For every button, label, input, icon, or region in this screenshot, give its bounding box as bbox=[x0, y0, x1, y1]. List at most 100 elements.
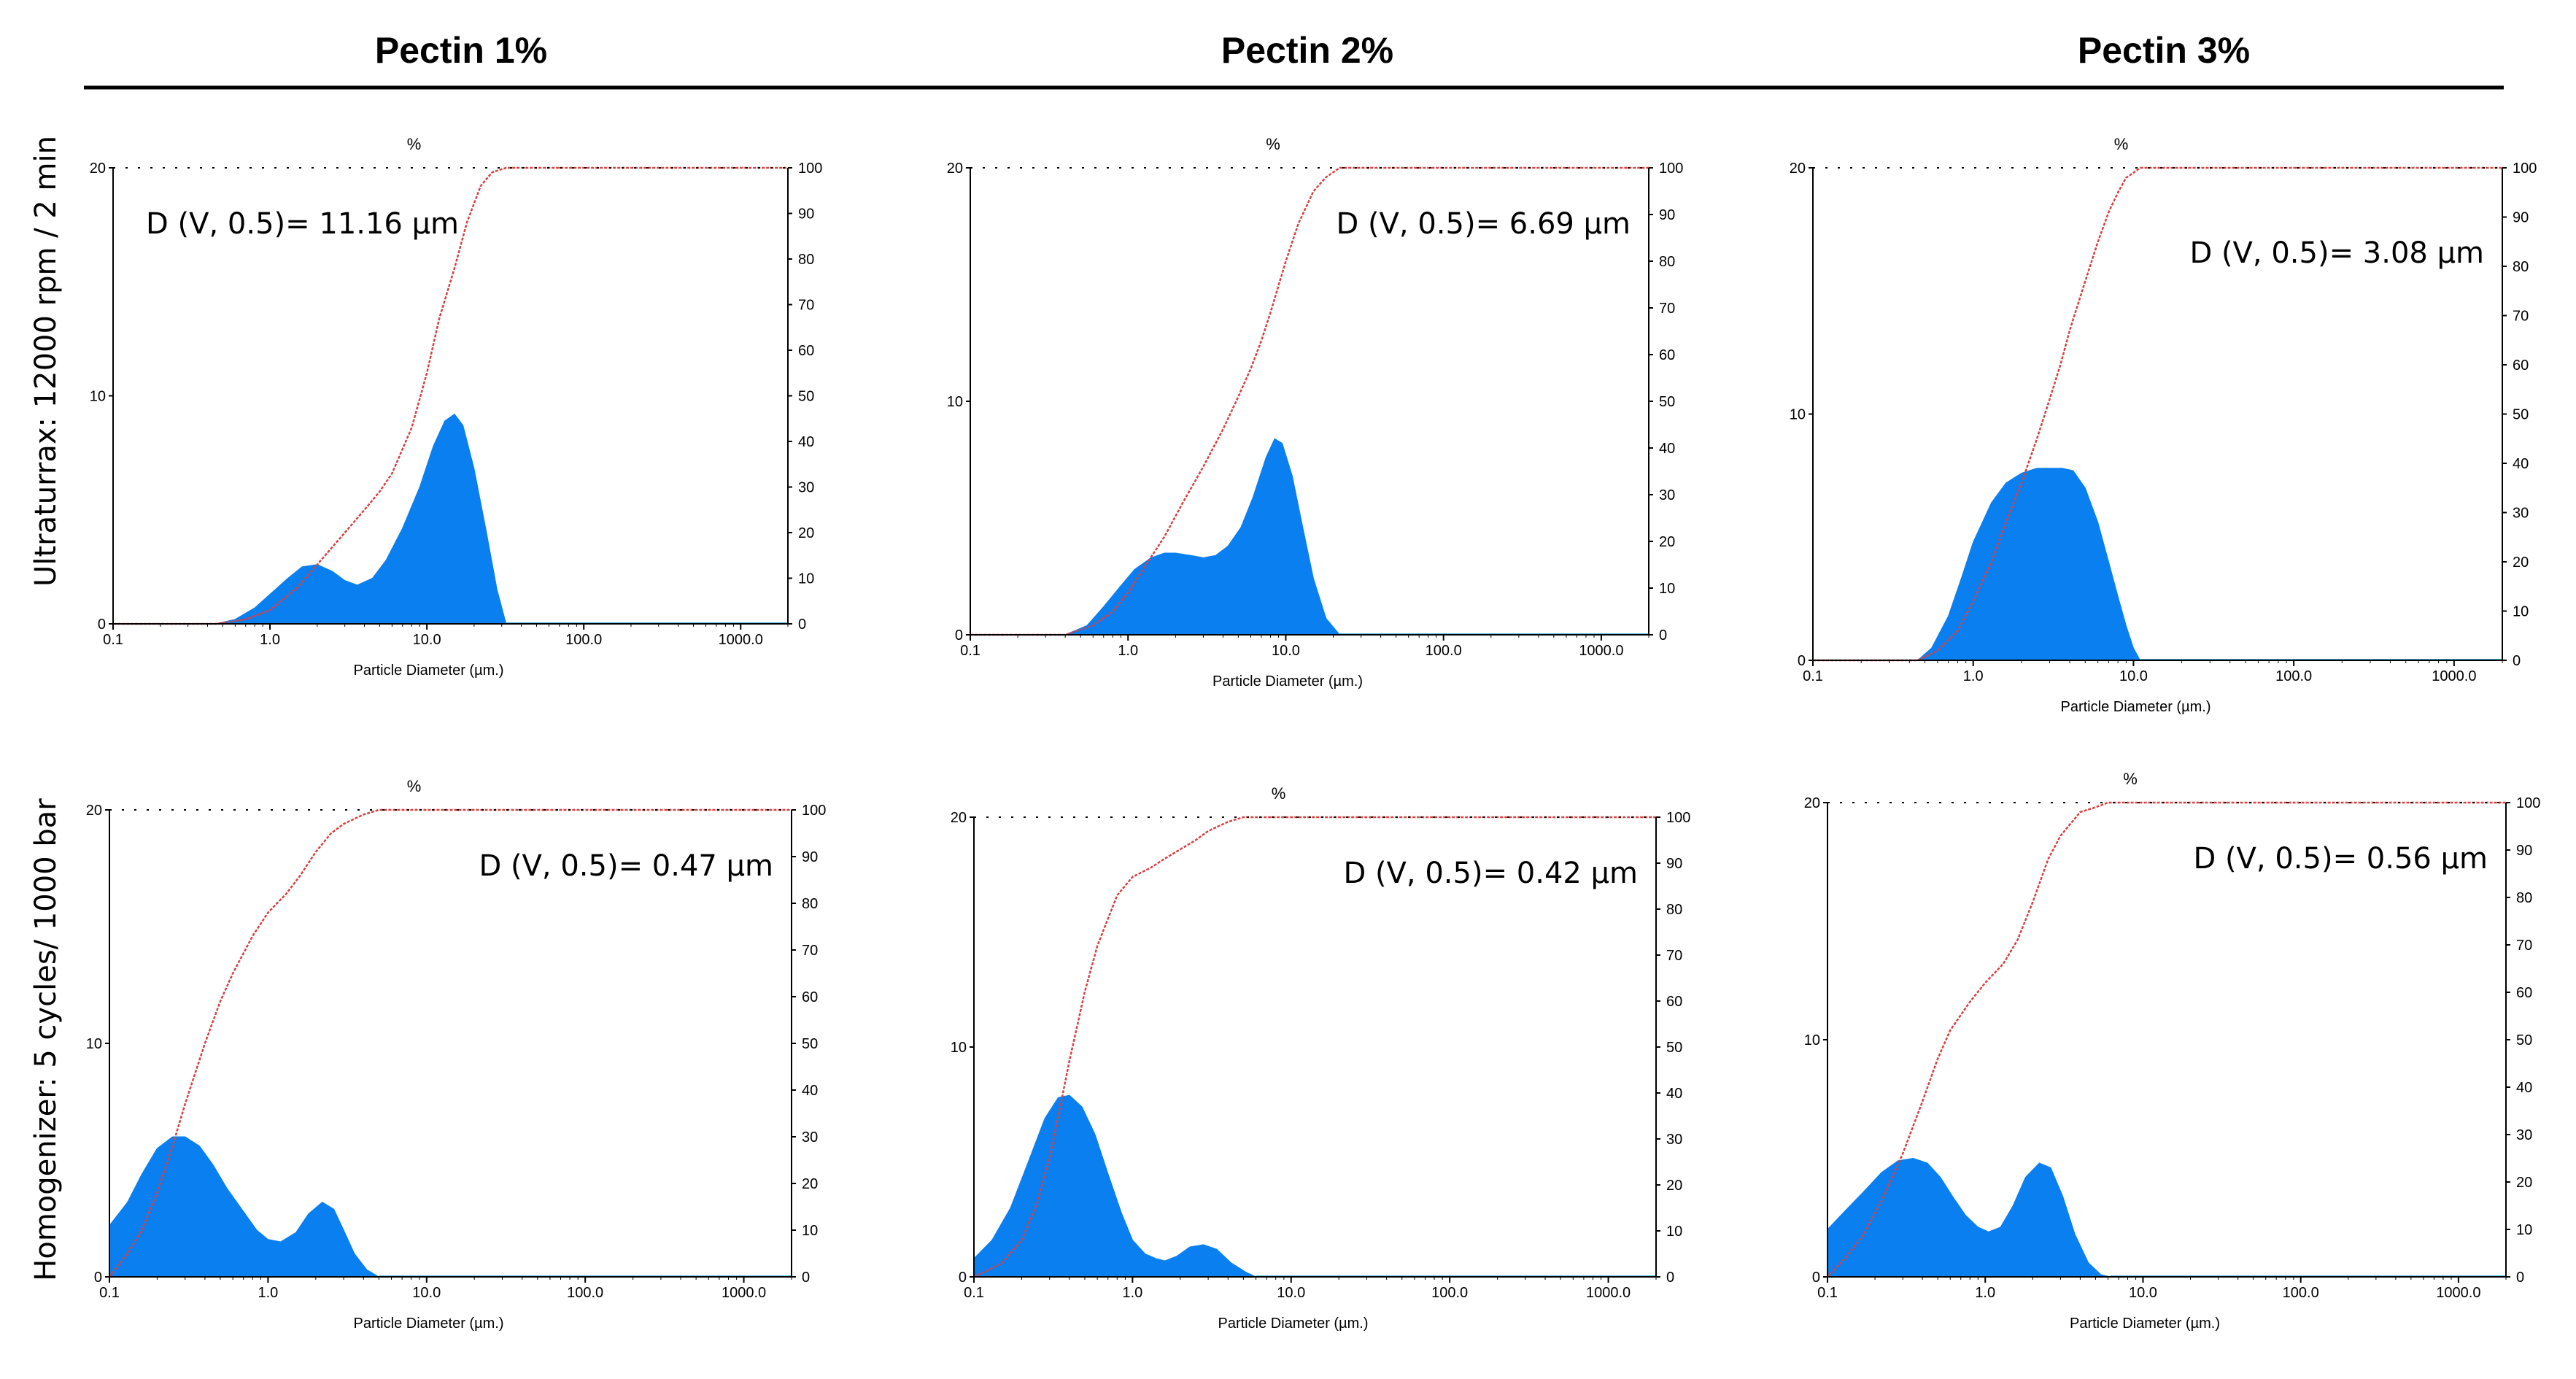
x-axis-title: Particle Diameter (µm.) bbox=[1218, 1316, 1369, 1332]
y2-tick-label: 50 bbox=[2513, 407, 2529, 423]
x-tick-label: 0.1 bbox=[1817, 1285, 1838, 1301]
y2-tick-label: 30 bbox=[2513, 506, 2529, 522]
x-axis-title: Particle Diameter (µm.) bbox=[2061, 699, 2211, 715]
volume-distribution-area bbox=[973, 1094, 1256, 1278]
y2-tick-label: 50 bbox=[1666, 1040, 1682, 1056]
y-tick-label: 20 bbox=[1804, 795, 1820, 811]
x-axis-title: Particle Diameter (µm.) bbox=[2070, 1316, 2220, 1332]
x-tick-label: 1000.0 bbox=[722, 1285, 766, 1301]
volume-distribution-area bbox=[1065, 438, 1341, 636]
y2-tick-label: 90 bbox=[802, 849, 818, 865]
right-axis-title: % bbox=[2114, 135, 2129, 153]
x-tick-label: 1000.0 bbox=[1579, 643, 1623, 659]
right-axis-title: % bbox=[2123, 770, 2138, 788]
column-title-1: Pectin 1% bbox=[375, 30, 547, 71]
volume-distribution-area bbox=[1916, 468, 2141, 661]
cumulative-curve bbox=[970, 166, 1649, 636]
y-tick-label: 0 bbox=[1798, 653, 1806, 669]
x-tick-label: 100.0 bbox=[565, 632, 602, 648]
y-tick-label: 20 bbox=[86, 803, 102, 819]
right-axis-title: % bbox=[407, 777, 422, 795]
x-axis-title: Particle Diameter (µm.) bbox=[354, 663, 504, 679]
column-title-3: Pectin 3% bbox=[2078, 30, 2250, 71]
y2-tick-label: 60 bbox=[2516, 985, 2532, 1001]
x-axis-title: Particle Diameter (µm.) bbox=[1212, 673, 1363, 690]
x-tick-label: 0.1 bbox=[99, 1285, 120, 1301]
y2-tick-label: 90 bbox=[2516, 843, 2532, 859]
y2-tick-label: 60 bbox=[1666, 994, 1682, 1010]
y2-tick-label: 100 bbox=[1666, 810, 1690, 826]
y2-tick-label: 10 bbox=[2516, 1222, 2532, 1238]
right-axis-title: % bbox=[1266, 135, 1280, 153]
chart-panels: 0.1 1.0 10.0 100.0 1000.0 0 10 20 0 10 20 30 40 50 60 7… bbox=[86, 135, 2541, 1332]
y-tick-label: 10 bbox=[947, 394, 963, 410]
y2-tick-label: 90 bbox=[798, 206, 814, 223]
y2-tick-label: 20 bbox=[1666, 1178, 1682, 1194]
row-label-2: Homogenizer: 5 cycles/ 1000 bar bbox=[29, 798, 63, 1281]
x-tick-label: 1000.0 bbox=[1586, 1285, 1631, 1301]
y2-tick-label: 20 bbox=[1659, 534, 1675, 550]
y2-tick-label: 30 bbox=[2516, 1127, 2532, 1143]
x-tick-label: 0.1 bbox=[1803, 668, 1823, 684]
y2-tick-label: 20 bbox=[2516, 1175, 2532, 1191]
y2-tick-label: 50 bbox=[802, 1036, 818, 1052]
y-tick-label: 0 bbox=[1812, 1270, 1820, 1286]
y2-tick-label: 0 bbox=[798, 617, 806, 633]
y2-tick-label: 100 bbox=[802, 803, 826, 819]
y2-tick-label: 70 bbox=[802, 943, 818, 959]
volume-distribution-area bbox=[109, 1136, 381, 1278]
y2-tick-label: 50 bbox=[2516, 1032, 2532, 1048]
d50-annotation: D (V, 0.5)= 6.69 µm bbox=[1336, 207, 1631, 241]
y2-tick-label: 0 bbox=[1666, 1270, 1674, 1286]
y-tick-label: 10 bbox=[1790, 407, 1806, 423]
x-tick-label: 100.0 bbox=[567, 1285, 603, 1301]
x-tick-label: 1.0 bbox=[260, 632, 280, 648]
y-tick-label: 0 bbox=[94, 1270, 102, 1286]
y2-tick-label: 90 bbox=[2513, 210, 2529, 226]
cumulative-curve bbox=[109, 808, 792, 1278]
x-tick-label: 1000.0 bbox=[2436, 1285, 2480, 1301]
x-tick-label: 10.0 bbox=[1277, 1285, 1305, 1301]
right-axis-title: % bbox=[1272, 784, 1286, 803]
y2-tick-label: 100 bbox=[2516, 795, 2540, 811]
y2-tick-label: 80 bbox=[1666, 902, 1682, 918]
y2-tick-label: 70 bbox=[1666, 948, 1682, 964]
y2-tick-label: 20 bbox=[802, 1176, 818, 1192]
volume-distribution-area bbox=[1827, 1157, 2111, 1278]
y2-tick-label: 40 bbox=[1666, 1086, 1682, 1102]
d50-annotation: D (V, 0.5)= 3.08 µm bbox=[2189, 236, 2484, 270]
x-tick-label: 10.0 bbox=[413, 632, 441, 648]
x-tick-label: 1000.0 bbox=[2432, 668, 2476, 684]
y2-tick-label: 10 bbox=[798, 571, 814, 587]
d50-annotation: D (V, 0.5)= 0.42 µm bbox=[1343, 857, 1638, 890]
y-tick-label: 0 bbox=[959, 1270, 967, 1286]
y2-tick-label: 60 bbox=[1659, 347, 1675, 363]
y2-tick-label: 80 bbox=[2516, 890, 2532, 906]
y2-tick-label: 100 bbox=[2513, 161, 2537, 177]
y2-tick-label: 80 bbox=[802, 896, 818, 912]
row-label-1: Ultraturrax: 12000 rpm / 2 min bbox=[29, 136, 63, 587]
y2-tick-label: 10 bbox=[1666, 1224, 1682, 1240]
d50-annotation: D (V, 0.5)= 0.56 µm bbox=[2193, 842, 2488, 876]
y-tick-label: 20 bbox=[947, 161, 963, 177]
y-tick-label: 0 bbox=[955, 627, 963, 644]
chart-panel-3: 0.1 1.0 10.0 100.0 1000.0 0 10 20 0 10 20 30 40 50 60 7… bbox=[1790, 135, 2537, 715]
x-tick-label: 10.0 bbox=[2119, 668, 2148, 684]
y-tick-label: 10 bbox=[86, 1036, 102, 1052]
cumulative-curve bbox=[113, 166, 788, 625]
y2-tick-label: 20 bbox=[2513, 555, 2529, 571]
y2-tick-label: 100 bbox=[798, 161, 822, 177]
y2-tick-label: 90 bbox=[1666, 856, 1682, 872]
y2-tick-label: 10 bbox=[802, 1223, 818, 1239]
y2-tick-label: 10 bbox=[1659, 581, 1675, 597]
y-tick-label: 20 bbox=[90, 161, 106, 177]
y2-tick-label: 60 bbox=[798, 343, 814, 359]
y2-tick-label: 0 bbox=[2513, 653, 2521, 669]
right-axis-title: % bbox=[407, 135, 422, 153]
x-tick-label: 100.0 bbox=[2283, 1285, 2319, 1301]
cumulative-curve bbox=[1827, 801, 2506, 1278]
chart-panel-6: 0.1 1.0 10.0 100.0 1000.0 0 10 20 0 10 20 30 40 50 60 7… bbox=[1804, 770, 2541, 1332]
volume-distribution-area bbox=[215, 413, 507, 625]
y2-tick-label: 90 bbox=[1659, 207, 1675, 223]
